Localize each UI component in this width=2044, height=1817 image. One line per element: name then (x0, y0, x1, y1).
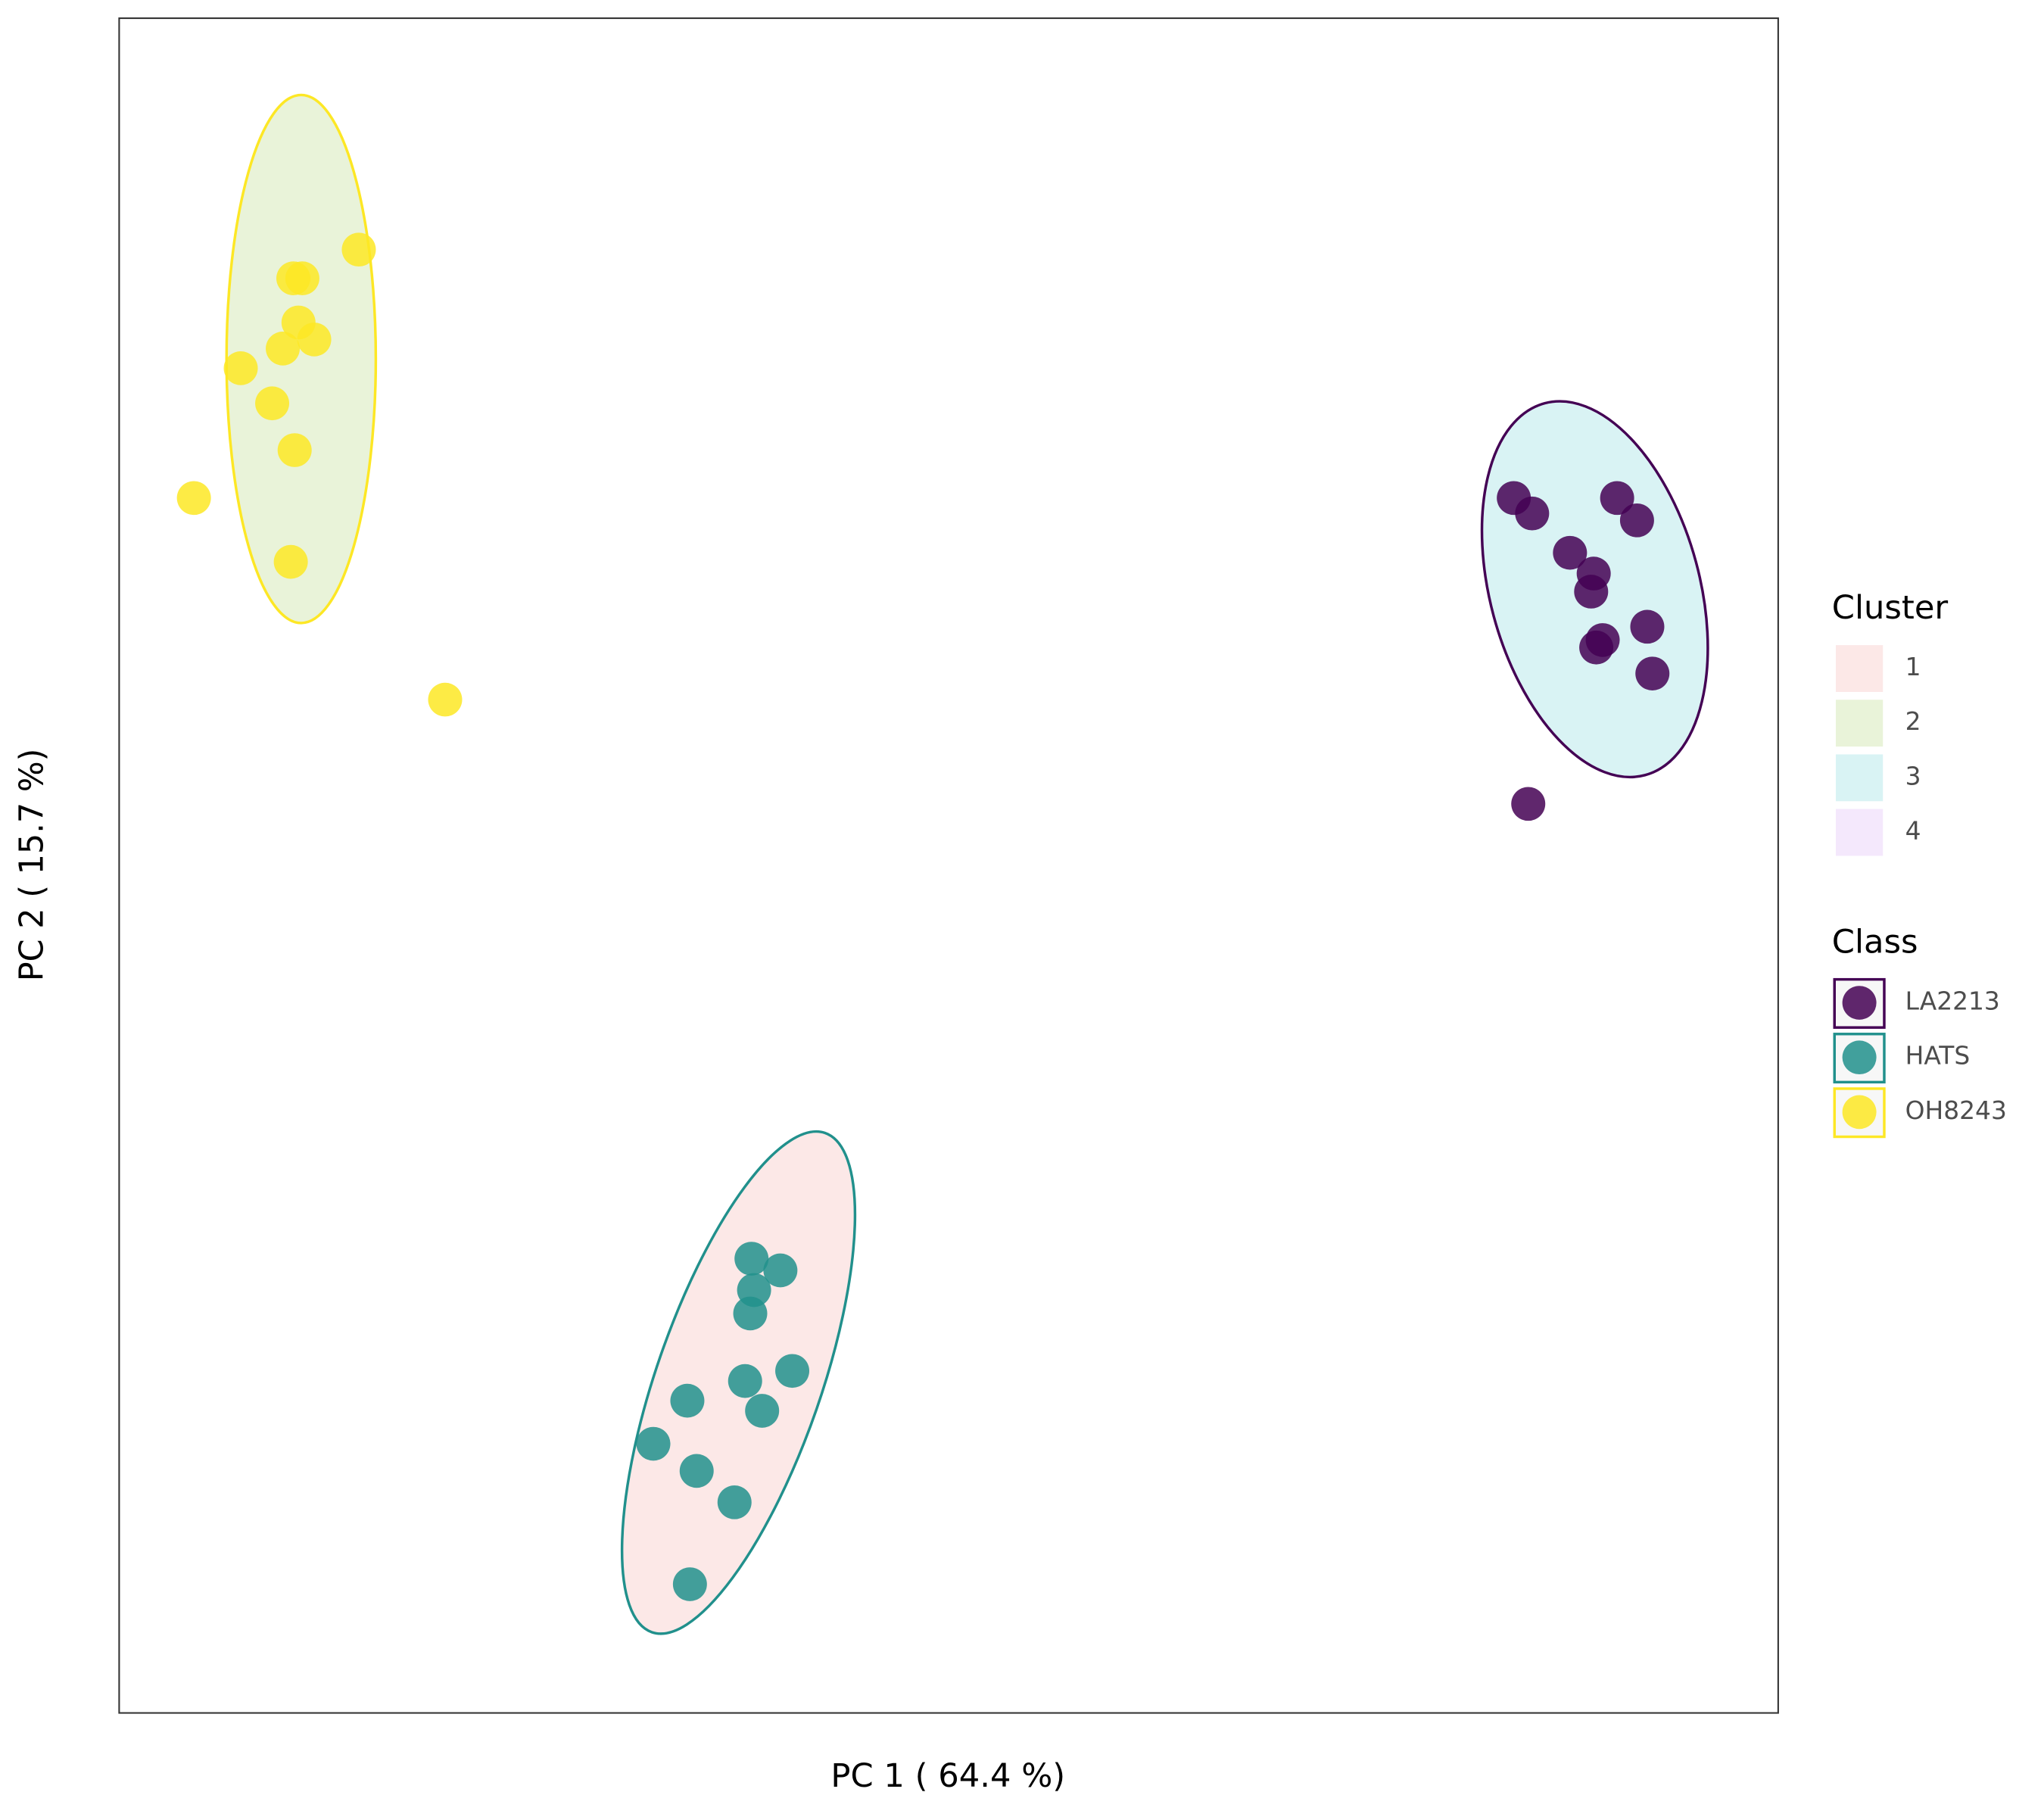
legend-label: 3 (1905, 762, 1921, 790)
legend-key (1833, 751, 1886, 804)
point (1553, 535, 1588, 570)
legend-marker (1842, 1040, 1877, 1075)
point (733, 1296, 768, 1331)
legend-key (1833, 697, 1886, 750)
point (734, 1242, 769, 1276)
point (255, 386, 290, 421)
legend-key (1833, 642, 1886, 695)
legend-label: LA2213 (1905, 987, 2000, 1016)
legend-marker (1842, 1095, 1877, 1130)
point (277, 433, 312, 467)
point (266, 332, 301, 366)
point (223, 351, 258, 385)
point (1635, 656, 1670, 690)
point (679, 1454, 714, 1488)
point (1630, 609, 1665, 644)
point (728, 1364, 762, 1398)
point (1600, 481, 1634, 516)
point (341, 232, 376, 267)
point (1579, 630, 1614, 665)
legend-title: Class (1832, 924, 1918, 961)
point (273, 544, 308, 579)
legend-marker (1842, 986, 1877, 1020)
legend-label: 1 (1905, 653, 1921, 681)
plot-border (118, 17, 1779, 1714)
point (285, 261, 319, 295)
points (176, 232, 1670, 1601)
point (1574, 575, 1609, 609)
point (1515, 496, 1550, 531)
point (428, 682, 463, 717)
point (297, 323, 332, 357)
point (745, 1394, 780, 1428)
point (1511, 787, 1546, 821)
point (717, 1485, 752, 1519)
point (672, 1567, 707, 1601)
y-axis-label: PC 2 ( 15.7 %) (13, 749, 51, 982)
legend: 1 2 3 4 LA2213 HATS OH8243 (1833, 642, 2007, 1139)
point (176, 481, 211, 516)
legend-label: 4 (1905, 817, 1921, 846)
point (1619, 503, 1654, 538)
legend-key (1833, 806, 1886, 859)
legend-title: Cluster (1832, 589, 1949, 627)
point (670, 1383, 705, 1418)
legend-label: HATS (1905, 1042, 1971, 1071)
point (763, 1253, 798, 1288)
legend-label: 2 (1905, 707, 1921, 736)
point (775, 1354, 810, 1388)
point (636, 1426, 671, 1461)
legend-label: OH8243 (1905, 1096, 2007, 1125)
x-axis-label: PC 1 ( 64.4 %) (830, 1757, 1065, 1795)
